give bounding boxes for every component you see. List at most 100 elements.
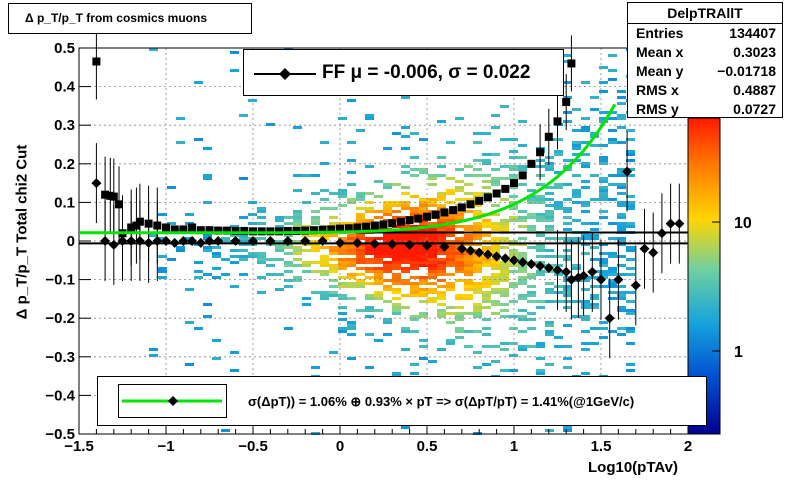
density-cell	[482, 333, 491, 336]
mean-point	[300, 236, 311, 246]
rms-point	[370, 221, 379, 230]
density-cell	[374, 210, 383, 213]
density-cell	[626, 267, 635, 270]
density-cell	[392, 306, 401, 309]
density-cell	[518, 183, 527, 186]
density-cell	[473, 306, 482, 309]
density-cell	[356, 309, 365, 312]
density-cell	[365, 243, 374, 246]
density-cell	[464, 174, 473, 177]
density-cell	[338, 189, 347, 192]
density-cell	[617, 240, 626, 243]
density-cell	[608, 174, 617, 177]
rms-point	[205, 226, 214, 235]
density-cell	[581, 303, 590, 306]
density-cell	[437, 264, 446, 267]
y-tick-label: −0.4	[45, 387, 75, 404]
density-cell	[347, 324, 356, 327]
density-cell	[275, 225, 284, 228]
density-cell	[572, 144, 581, 147]
density-cell	[491, 246, 500, 249]
density-cell	[545, 291, 554, 294]
density-cell	[482, 249, 491, 252]
rms-point	[336, 224, 344, 233]
density-cell	[608, 78, 617, 81]
density-cell	[347, 276, 356, 279]
mean-point	[204, 236, 215, 246]
density-cell	[608, 273, 617, 276]
mean-point	[648, 247, 659, 258]
density-cell	[545, 324, 554, 327]
density-cell	[599, 192, 608, 195]
density-cell	[626, 150, 635, 153]
density-cell	[167, 186, 176, 189]
density-cell	[455, 312, 464, 315]
density-cell	[599, 189, 608, 192]
density-cell	[338, 318, 347, 321]
density-cell	[500, 303, 509, 306]
density-cell	[464, 258, 473, 261]
density-cell	[446, 282, 455, 285]
density-cell	[617, 114, 626, 117]
mean-point	[526, 259, 537, 270]
density-cell	[338, 285, 347, 288]
density-cell	[491, 213, 500, 216]
stats-value: −0.01718	[717, 63, 776, 79]
density-cell	[563, 111, 572, 114]
density-cell	[518, 219, 527, 222]
density-cell	[302, 174, 311, 177]
density-cell	[284, 216, 293, 219]
rms-point	[449, 206, 458, 215]
density-cell	[473, 159, 482, 162]
density-cell	[626, 300, 635, 303]
density-cell	[392, 255, 401, 258]
density-cell	[500, 309, 509, 312]
mean-point	[561, 266, 572, 277]
density-cell	[518, 165, 527, 168]
density-cell	[392, 276, 401, 279]
density-cell	[518, 216, 527, 219]
density-cell	[293, 258, 302, 261]
formula-legend-marker	[118, 384, 227, 418]
density-cell	[347, 222, 356, 225]
density-cell	[581, 126, 590, 129]
density-cell	[257, 258, 266, 261]
density-cell	[491, 249, 500, 252]
density-cell	[626, 138, 635, 141]
density-cell	[617, 186, 626, 189]
density-cell	[491, 153, 500, 156]
density-cell	[554, 201, 563, 204]
z-tick-label: 1	[734, 344, 743, 361]
density-cell	[356, 252, 365, 255]
stats-box: DelpTRAllT Entries 134407 Mean x 0.3023 Me…	[627, 2, 783, 118]
density-cell	[518, 345, 527, 348]
rms-point	[518, 171, 527, 180]
density-cell	[464, 267, 473, 270]
density-cell	[311, 174, 320, 177]
density-cell	[500, 222, 509, 225]
density-cell	[320, 198, 329, 201]
density-cell	[437, 279, 446, 282]
density-cell	[563, 291, 572, 294]
density-cell	[383, 147, 392, 150]
density-cell	[428, 258, 437, 261]
density-cell	[473, 366, 482, 369]
density-cell	[563, 357, 572, 360]
fit-legend-marker	[254, 68, 316, 80]
density-cell	[275, 216, 284, 219]
mean-point	[474, 247, 485, 258]
y-tick-label: 0.1	[54, 194, 75, 211]
density-cell	[545, 168, 554, 171]
density-cell	[347, 327, 356, 330]
density-cell	[554, 285, 563, 288]
density-cell	[446, 312, 455, 315]
density-cell	[410, 195, 419, 198]
density-cell	[464, 225, 473, 228]
density-cell	[446, 339, 455, 342]
density-cell	[590, 198, 599, 201]
density-cell	[284, 246, 293, 249]
density-cell	[419, 138, 428, 141]
y-tick-label: 0	[67, 233, 75, 250]
density-cell	[473, 222, 482, 225]
density-cell	[563, 300, 572, 303]
